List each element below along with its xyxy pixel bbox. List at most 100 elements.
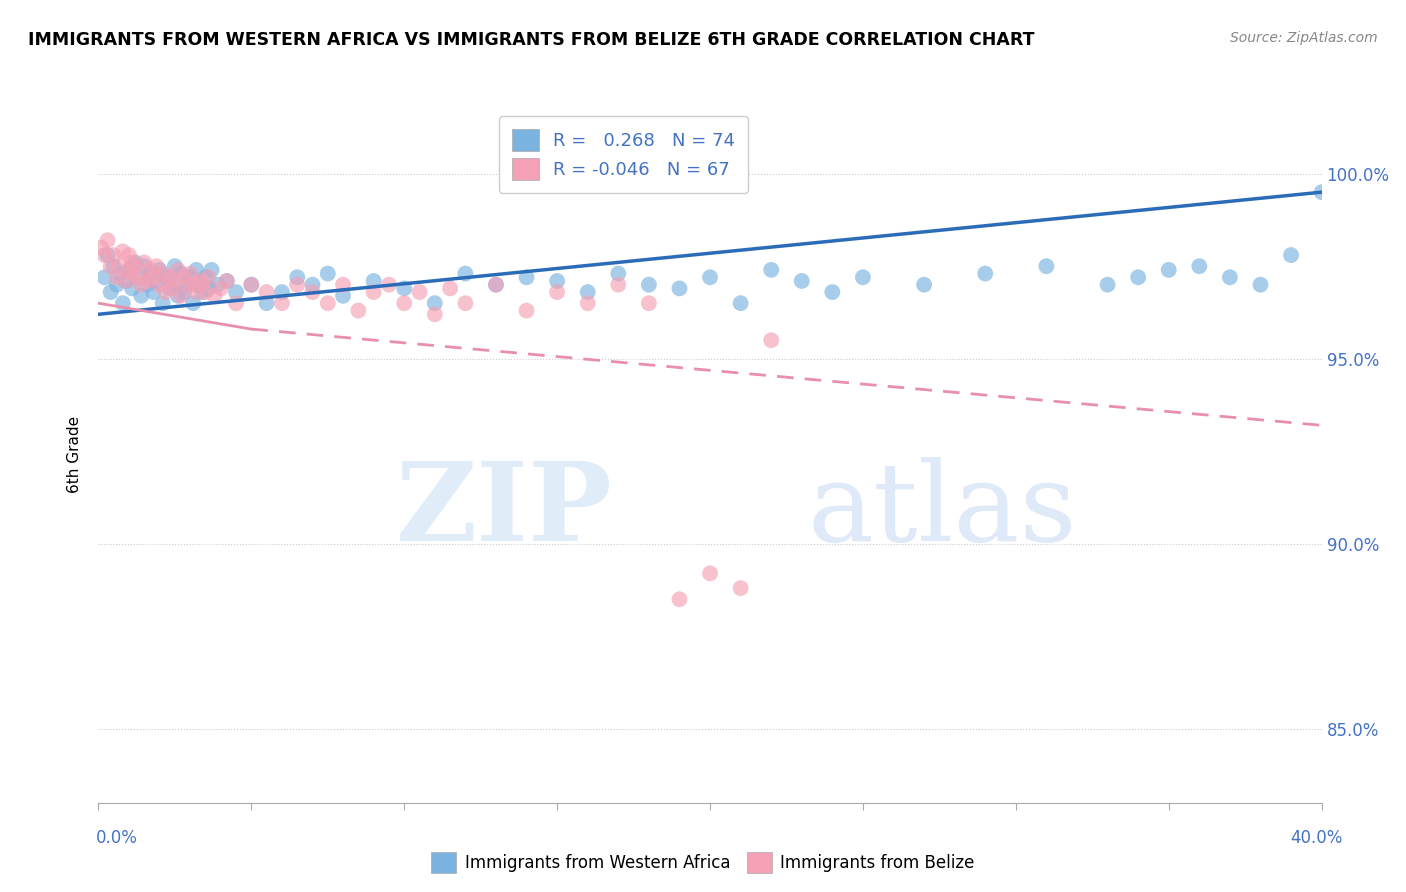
Point	[240, 277, 263, 292]
Point	[638, 277, 661, 292]
Point	[1279, 248, 1302, 262]
Point	[485, 277, 508, 292]
Point	[668, 592, 690, 607]
Point	[516, 303, 538, 318]
Point	[160, 281, 183, 295]
Point	[215, 274, 238, 288]
Point	[176, 277, 198, 292]
Point	[129, 289, 152, 303]
Point	[191, 277, 214, 292]
Text: 0.0%: 0.0%	[96, 829, 138, 847]
Point	[1188, 259, 1211, 273]
Point	[188, 277, 211, 292]
Point	[668, 281, 690, 295]
Point	[142, 270, 165, 285]
Point	[225, 285, 247, 299]
Point	[1310, 185, 1333, 199]
Legend: Immigrants from Western Africa, Immigrants from Belize: Immigrants from Western Africa, Immigran…	[425, 846, 981, 880]
Point	[730, 296, 752, 310]
Point	[90, 241, 112, 255]
Point	[127, 270, 149, 285]
Point	[167, 263, 190, 277]
Point	[761, 263, 783, 277]
Point	[761, 333, 783, 347]
Point	[111, 296, 134, 310]
Point	[439, 281, 461, 295]
Point	[186, 263, 208, 277]
Point	[100, 259, 122, 273]
Point	[179, 270, 201, 285]
Point	[139, 267, 162, 281]
Point	[191, 285, 214, 299]
Point	[607, 267, 630, 281]
Point	[170, 289, 193, 303]
Point	[316, 267, 339, 281]
Point	[423, 296, 446, 310]
Point	[285, 277, 308, 292]
Point	[363, 274, 385, 288]
Point	[93, 270, 115, 285]
Point	[149, 263, 172, 277]
Point	[912, 277, 935, 292]
Point	[127, 270, 149, 285]
Point	[699, 270, 721, 285]
Point	[454, 267, 477, 281]
Point	[157, 270, 180, 285]
Point	[485, 277, 508, 292]
Point	[124, 255, 146, 269]
Point	[170, 267, 193, 281]
Point	[392, 281, 416, 295]
Point	[1250, 277, 1272, 292]
Point	[118, 263, 141, 277]
Point	[157, 281, 180, 295]
Point	[301, 277, 323, 292]
Point	[163, 274, 186, 288]
Point	[454, 296, 477, 310]
Point	[103, 259, 125, 273]
Point	[97, 248, 120, 262]
Point	[186, 285, 208, 299]
Point	[332, 289, 354, 303]
Point	[134, 255, 156, 269]
Point	[115, 274, 138, 288]
Point	[974, 267, 997, 281]
Point	[270, 296, 294, 310]
Point	[181, 277, 204, 292]
Point	[105, 277, 128, 292]
Point	[173, 270, 195, 285]
Point	[179, 267, 201, 281]
Text: IMMIGRANTS FROM WESTERN AFRICA VS IMMIGRANTS FROM BELIZE 6TH GRADE CORRELATION C: IMMIGRANTS FROM WESTERN AFRICA VS IMMIGR…	[28, 31, 1035, 49]
Text: Source: ZipAtlas.com: Source: ZipAtlas.com	[1230, 31, 1378, 45]
Point	[103, 248, 125, 262]
Point	[167, 289, 190, 303]
Point	[730, 581, 752, 595]
Text: 40.0%: 40.0%	[1291, 829, 1343, 847]
Point	[215, 274, 238, 288]
Point	[1035, 259, 1057, 273]
Point	[139, 263, 162, 277]
Point	[188, 274, 211, 288]
Point	[155, 285, 177, 299]
Point	[197, 270, 219, 285]
Point	[790, 274, 813, 288]
Point	[516, 270, 538, 285]
Point	[423, 307, 446, 321]
Point	[852, 270, 875, 285]
Point	[108, 267, 131, 281]
Text: atlas: atlas	[808, 457, 1077, 564]
Point	[194, 285, 217, 299]
Point	[149, 277, 172, 292]
Point	[118, 263, 141, 277]
Point	[408, 285, 430, 299]
Point	[124, 259, 146, 273]
Point	[392, 296, 416, 310]
Point	[821, 285, 844, 299]
Point	[176, 277, 198, 292]
Point	[181, 296, 204, 310]
Point	[142, 285, 165, 299]
Point	[207, 277, 229, 292]
Point	[204, 289, 226, 303]
Point	[363, 285, 385, 299]
Point	[256, 285, 278, 299]
Point	[118, 248, 141, 262]
